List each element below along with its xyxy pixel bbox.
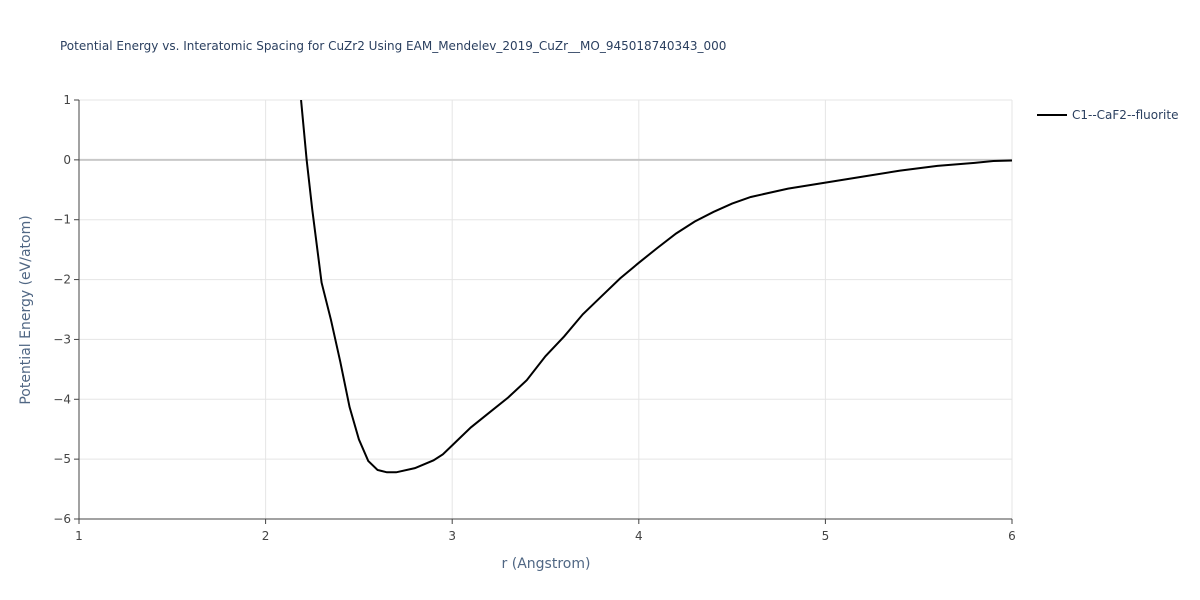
y-axis-label: Potential Energy (eV/atom) [18,215,34,404]
y-tick-label: −4 [53,392,71,406]
y-tick-label: −1 [53,213,71,227]
y-tick-label: −6 [53,512,71,526]
chart-title: Potential Energy vs. Interatomic Spacing… [60,39,726,53]
x-tick-label: 6 [1008,529,1016,543]
x-tick-label: 4 [635,529,643,543]
x-tick-label: 5 [822,529,830,543]
y-tick-label: −3 [53,332,71,346]
y-tick-label: −5 [53,452,71,466]
x-tick-label: 1 [75,529,83,543]
x-axis-label: r (Angstrom) [502,556,591,572]
line-series [300,100,1012,474]
y-tick-label: 1 [63,93,71,107]
x-tick-label: 2 [262,529,270,543]
legend-label: C1--CaF2--fluorite [1072,108,1178,122]
y-tick-label: 0 [63,153,71,167]
y-tick-label: −2 [53,273,71,287]
x-tick-label: 3 [448,529,456,543]
